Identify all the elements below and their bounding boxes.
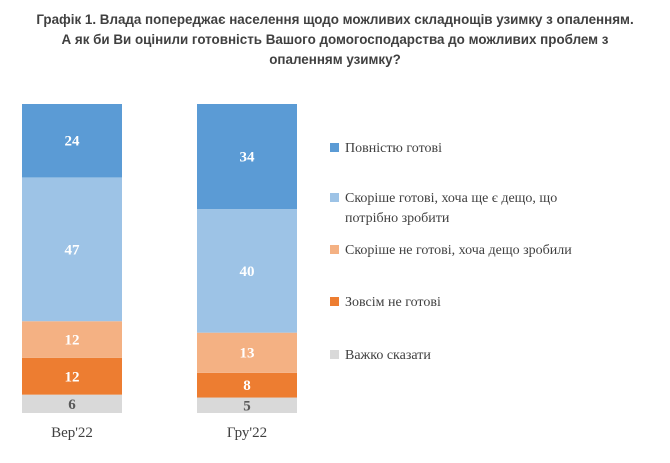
category-label: Вер'22 [51, 425, 93, 441]
legend-swatch [330, 193, 339, 202]
data-label: 5 [243, 398, 251, 414]
data-label: 8 [243, 378, 251, 394]
legend-swatch [330, 350, 339, 359]
legend-swatch [330, 143, 339, 152]
bar-segment [197, 372, 297, 398]
bar-segment [197, 332, 297, 373]
legend-label: Зовсім не готові [345, 295, 441, 310]
legend-label: Скоріше не готові, хоча дещо зробили [345, 243, 572, 258]
legend-swatch [330, 297, 339, 306]
data-label: 12 [65, 333, 80, 349]
category-label: Гру'22 [227, 425, 267, 441]
data-label: 40 [240, 264, 255, 280]
chart-title-line: Графік 1. Влада попереджає населення щод… [36, 12, 634, 27]
chart-title-line: А як би Ви оцінили готовність Вашого дом… [61, 32, 609, 47]
bar-segment [22, 394, 122, 413]
bar-segment [22, 357, 122, 395]
bar-segment [197, 209, 297, 333]
bar-segment [197, 397, 297, 413]
bar-segment [22, 321, 122, 358]
data-label: 47 [65, 242, 81, 258]
data-label: 6 [68, 397, 76, 413]
data-label: 13 [240, 346, 255, 362]
bar-segment [197, 104, 297, 210]
legend-label: Повністю готові [345, 141, 442, 156]
chart-title-line: опаленням узимку? [269, 52, 401, 67]
data-label: 12 [65, 369, 80, 385]
legend-swatch [330, 245, 339, 254]
legend-label: Скоріше готові, хоча ще є дещо, що потріб… [345, 191, 557, 226]
data-label: 24 [65, 134, 81, 150]
data-label: 34 [240, 150, 256, 166]
legend-label: Важко сказати [345, 348, 431, 363]
chart-title: Графік 1. Влада попереджає населення щод… [0, 10, 670, 70]
bar-segment [22, 104, 122, 178]
bar-segment [22, 177, 122, 322]
